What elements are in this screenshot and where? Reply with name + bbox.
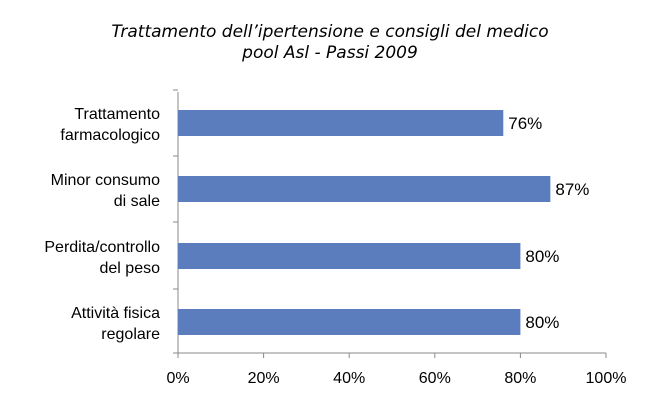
- x-tick-label: 0%: [166, 370, 189, 387]
- x-tick-label: 40%: [333, 370, 365, 387]
- bar: [178, 176, 551, 202]
- category-label: farmacologico: [60, 127, 160, 144]
- x-tick-label: 20%: [248, 370, 280, 387]
- category-label: Attività fisica: [71, 305, 160, 322]
- category-label: Perdita/controllo: [44, 239, 160, 256]
- x-tick-label: 100%: [586, 370, 627, 387]
- value-label: 80%: [525, 247, 559, 266]
- category-label: del peso: [100, 260, 161, 277]
- value-label: 80%: [525, 313, 559, 332]
- chart-subtitle: pool Asl - Passi 2009: [242, 43, 418, 63]
- bar: [178, 309, 521, 335]
- x-tick-label: 80%: [504, 370, 536, 387]
- chart-title: Trattamento dell’ipertensione e consigli…: [111, 22, 549, 42]
- value-label: 87%: [555, 180, 589, 199]
- category-label: Minor consumo: [51, 172, 160, 189]
- category-label: regolare: [101, 326, 160, 343]
- bar: [178, 110, 504, 136]
- category-label: di sale: [114, 193, 160, 210]
- bar: [178, 243, 521, 269]
- value-label: 76%: [508, 114, 542, 133]
- x-tick-label: 60%: [419, 370, 451, 387]
- category-label: Trattamento: [74, 106, 160, 123]
